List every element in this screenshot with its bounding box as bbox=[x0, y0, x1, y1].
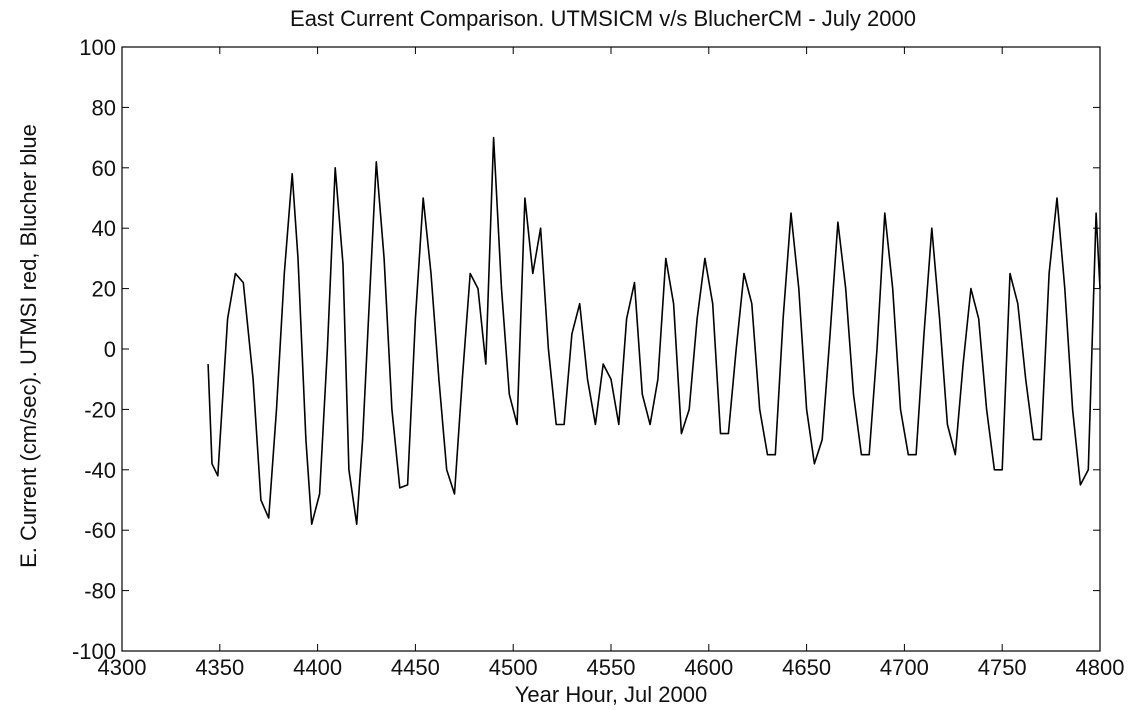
y-tick-label: -60 bbox=[84, 518, 116, 543]
y-tick-label: 60 bbox=[92, 156, 116, 181]
y-tick-label: -80 bbox=[84, 579, 116, 604]
x-tick-label: 4400 bbox=[293, 655, 342, 680]
y-tick-label: -20 bbox=[84, 397, 116, 422]
x-tick-label: 4500 bbox=[489, 655, 538, 680]
x-tick-label: 4350 bbox=[195, 655, 244, 680]
plot-area-frame bbox=[121, 46, 1101, 652]
y-axis-label: E. Current (cm/sec). UTMSI red, Blucher … bbox=[16, 124, 41, 568]
x-tick-label: 4800 bbox=[1076, 655, 1125, 680]
series-layer bbox=[207, 136, 1101, 526]
y-tick-label: 80 bbox=[92, 95, 116, 120]
x-tick-label: 4600 bbox=[684, 655, 733, 680]
series-line bbox=[207, 136, 1101, 526]
x-axis-label: Year Hour, Jul 2000 bbox=[515, 682, 707, 707]
x-tick-label: 4750 bbox=[978, 655, 1027, 680]
y-tick-label: 20 bbox=[92, 277, 116, 302]
y-tick-label: 40 bbox=[92, 216, 116, 241]
ticks-layer: 4300 4350 4400 4450 4500 4550 4600 4650 4700 4750… bbox=[72, 35, 1125, 680]
y-tick-label: 100 bbox=[79, 35, 116, 60]
y-tick-label: -100 bbox=[72, 639, 116, 664]
x-tick-label: 4700 bbox=[880, 655, 929, 680]
x-tick-label: 4650 bbox=[782, 655, 831, 680]
chart-title: East Current Comparison. UTMSICM v/s Blu… bbox=[290, 6, 916, 31]
x-tick-label: 4450 bbox=[391, 655, 440, 680]
y-tick-label: -40 bbox=[84, 458, 116, 483]
x-tick-label: 4300 bbox=[98, 655, 147, 680]
y-tick-label: 0 bbox=[104, 337, 116, 362]
x-tick-label: 4550 bbox=[587, 655, 636, 680]
